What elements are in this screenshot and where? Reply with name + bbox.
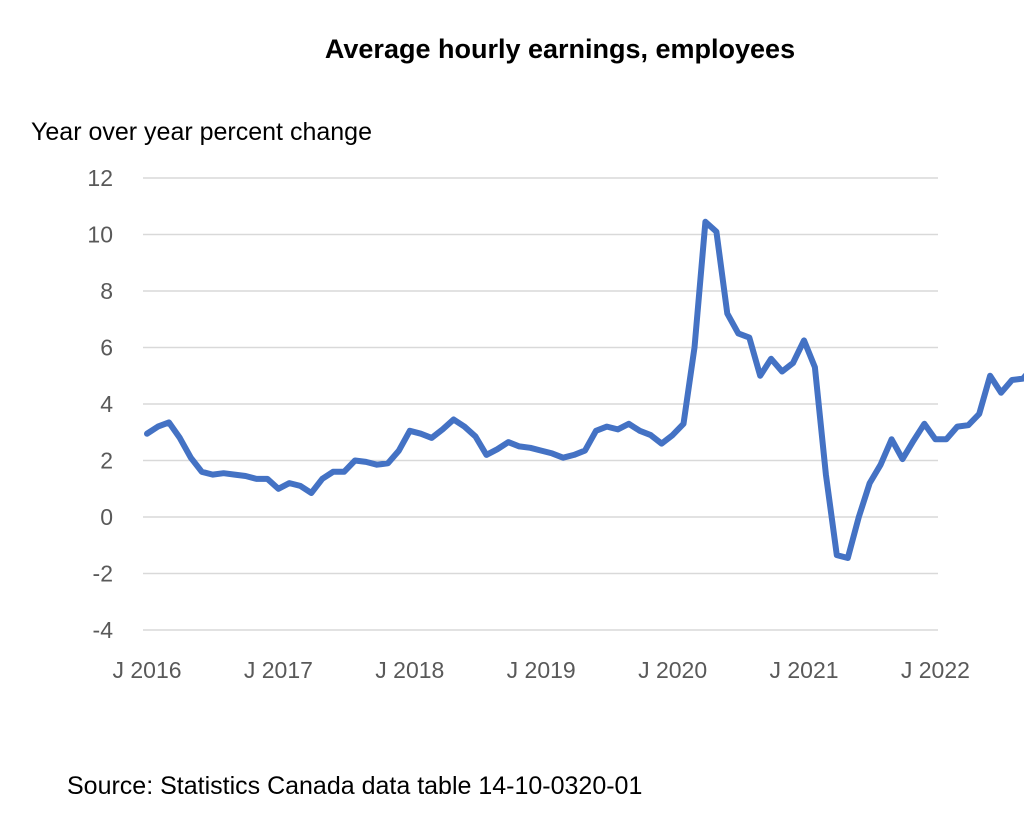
y-tick-label: 0: [100, 504, 113, 530]
y-tick-label: 2: [100, 448, 113, 474]
y-tick-labels: 12 10 8 6 4 2 0 -2 -4: [87, 165, 113, 643]
series-layer: [144, 218, 1024, 561]
x-tick-label: J 2019: [507, 657, 576, 683]
chart-title: Average hourly earnings, employees: [324, 34, 796, 64]
source-note: Source: Statistics Canada data table 14-…: [67, 772, 643, 800]
x-tick-label: J 2020: [638, 657, 707, 683]
y-tick-label: 4: [100, 391, 113, 417]
series-line: [144, 218, 1024, 561]
y-tick-label: -4: [93, 617, 114, 643]
y-tick-label: 8: [100, 278, 113, 304]
x-tick-label: J 2018: [375, 657, 444, 683]
y-tick-label: -2: [93, 561, 113, 587]
x-tick-labels: J 2016 J 2017 J 2018 J 2019 J 2020 J 2021 J 20…: [112, 657, 970, 683]
y-tick-label: 6: [100, 335, 113, 361]
x-tick-label: J 2021: [769, 657, 838, 683]
x-tick-label: J 2022: [901, 657, 970, 683]
x-tick-label: J 2016: [112, 657, 181, 683]
x-tick-label: J 2017: [244, 657, 313, 683]
y-tick-label: 12: [87, 165, 113, 191]
y-tick-label: 10: [87, 222, 113, 248]
y-axis-label: Year over year percent change: [31, 118, 372, 146]
